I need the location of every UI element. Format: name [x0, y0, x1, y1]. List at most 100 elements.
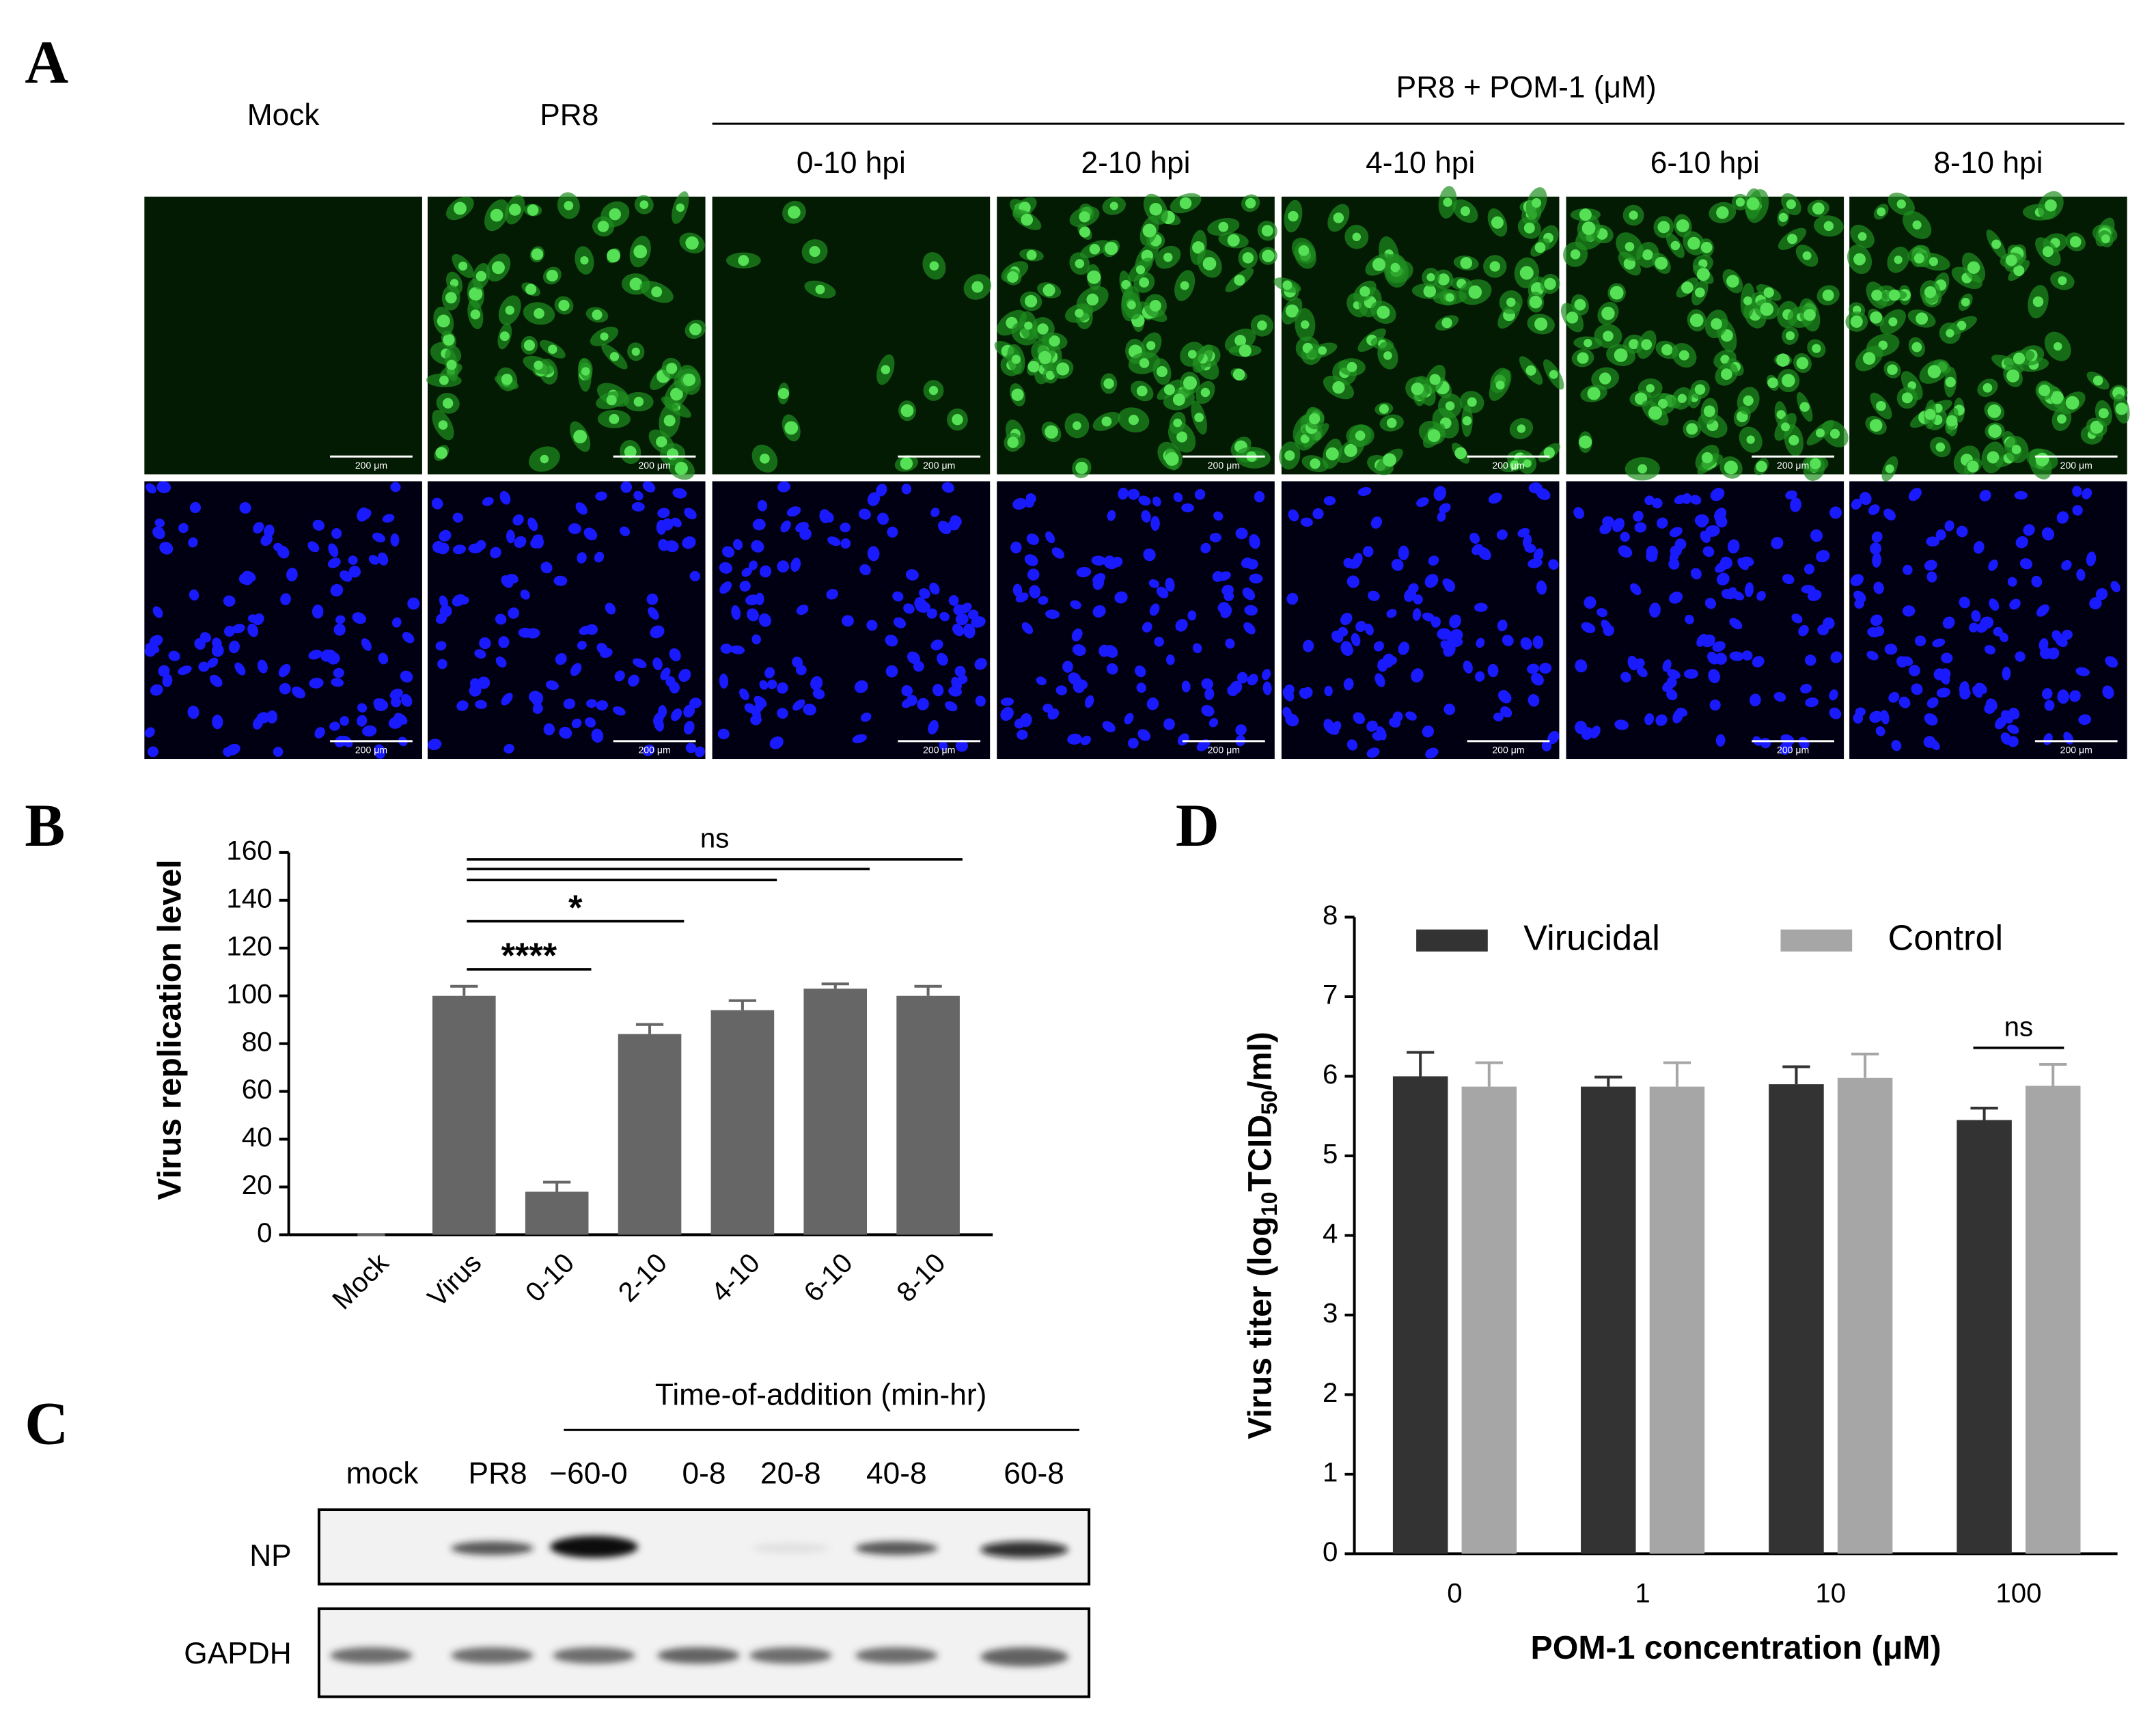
- nucleus: [1609, 286, 1624, 300]
- nucleus: [1524, 543, 1536, 553]
- nucleus: [1851, 499, 1862, 510]
- nucleus: [633, 658, 647, 668]
- nucleus: [1850, 574, 1864, 587]
- nucleus: [717, 728, 730, 740]
- nucleus: [1536, 488, 1551, 501]
- nucleus: [1242, 252, 1254, 264]
- nucleus: [260, 534, 273, 547]
- nucleus: [1570, 249, 1581, 260]
- nucleus: [1177, 733, 1189, 746]
- nucleus: [1694, 384, 1706, 395]
- nucleus: [1785, 490, 1797, 500]
- nucleus: [1527, 663, 1540, 674]
- nucleus: [446, 359, 457, 370]
- band: [749, 1647, 832, 1664]
- nucleus: [739, 580, 751, 592]
- bar: [1392, 1076, 1448, 1554]
- nucleus: [1098, 644, 1110, 657]
- nucleus: [2089, 597, 2102, 610]
- nucleus: [663, 415, 676, 427]
- nucleus: [1087, 270, 1101, 284]
- nucleus: [1534, 242, 1546, 253]
- nucleus: [475, 271, 487, 282]
- nucleus: [948, 595, 959, 606]
- nucleus: [1786, 199, 1796, 210]
- nucleus: [1914, 635, 1926, 646]
- nucleus: [1242, 588, 1256, 600]
- nucleus: [1139, 277, 1150, 288]
- nucleus: [769, 736, 784, 749]
- nucleus: [1703, 405, 1715, 417]
- nucleus: [683, 721, 695, 735]
- nucleus: [1944, 520, 1954, 531]
- nucleus: [606, 395, 617, 406]
- nucleus: [1234, 274, 1245, 286]
- nucleus: [760, 454, 770, 464]
- nucleus: [1312, 508, 1324, 520]
- nucleus: [900, 404, 914, 417]
- nucleus: [1869, 710, 1883, 723]
- nucleus: [1894, 255, 1903, 264]
- nucleus: [796, 605, 809, 616]
- nucleus: [1143, 548, 1156, 562]
- nucleus: [892, 591, 904, 602]
- y-axis-label-part: TCID: [1241, 1115, 1278, 1192]
- nucleus: [2069, 236, 2082, 248]
- nucleus: [525, 284, 537, 295]
- nucleus: [1523, 222, 1535, 234]
- nucleus: [1333, 212, 1344, 223]
- nucleus: [1463, 660, 1473, 674]
- nucleus: [532, 703, 543, 714]
- nucleus: [1038, 350, 1052, 365]
- nucleus: [1146, 341, 1156, 350]
- nucleus: [1999, 632, 2008, 643]
- nucleus: [491, 261, 506, 275]
- nucleus: [1067, 733, 1082, 745]
- nucleus: [1911, 683, 1923, 695]
- nucleus: [858, 508, 871, 520]
- nucleus: [375, 698, 387, 710]
- nucleus: [1670, 240, 1681, 251]
- nucleus: [1579, 435, 1592, 449]
- nucleus: [1720, 355, 1730, 364]
- nucleus: [1010, 541, 1022, 554]
- nucleus: [1913, 253, 1924, 264]
- nucleus: [1614, 719, 1629, 730]
- nucleus: [685, 236, 699, 250]
- scale-bar-label: 200 μm: [923, 460, 955, 471]
- nucleus: [247, 623, 259, 637]
- nucleus: [1136, 682, 1146, 693]
- nucleus: [158, 665, 170, 677]
- nucleus: [1523, 459, 1532, 468]
- nucleus: [189, 589, 199, 601]
- nucleus: [1796, 357, 1809, 370]
- bar: [803, 989, 868, 1235]
- nucleus: [1079, 226, 1091, 238]
- nucleus: [953, 604, 965, 616]
- nucleus: [1200, 387, 1211, 398]
- nucleus: [520, 590, 530, 600]
- nucleus: [867, 546, 880, 562]
- nucleus: [1676, 219, 1689, 232]
- nucleus: [1670, 545, 1682, 557]
- nucleus: [1408, 583, 1419, 594]
- nucleus: [1823, 221, 1834, 232]
- nucleus: [1854, 598, 1864, 609]
- nucleus: [474, 649, 486, 659]
- group-label: Time-of-addition (min-hr): [655, 1379, 986, 1412]
- nucleus: [1520, 637, 1532, 650]
- nucleus: [1323, 496, 1336, 506]
- nucleus: [1683, 669, 1699, 679]
- nucleus: [581, 367, 590, 376]
- nucleus: [1262, 681, 1272, 695]
- nucleus: [1428, 555, 1439, 566]
- nucleus: [1084, 695, 1094, 708]
- nucleus: [431, 497, 443, 510]
- column-label: 6-10 hpi: [1650, 146, 1760, 180]
- nucleus: [1584, 338, 1592, 348]
- nucleus: [1760, 302, 1774, 316]
- nucleus: [1980, 616, 1994, 629]
- nucleus: [1201, 678, 1213, 690]
- nucleus: [1146, 697, 1159, 710]
- nucleus: [188, 537, 198, 548]
